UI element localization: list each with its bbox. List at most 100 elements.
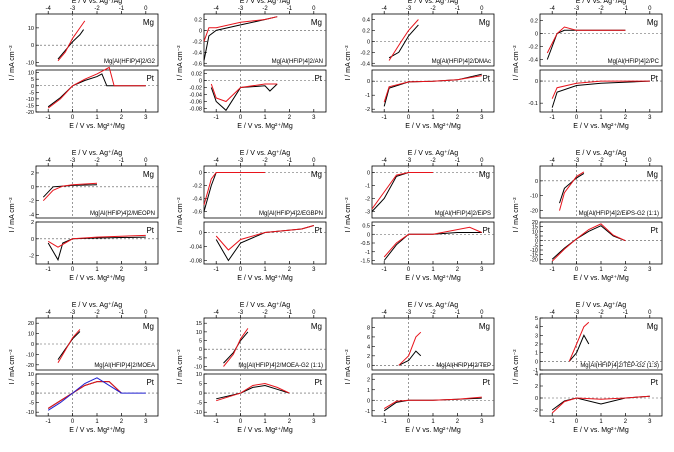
y-tick-label: 2 — [31, 220, 34, 226]
mg-electrode-label: Mg — [479, 322, 490, 331]
y-tick-label: -0.04 — [189, 245, 202, 251]
mg-electrode-label: Mg — [647, 322, 658, 331]
y-tick-label: -20 — [530, 209, 538, 215]
series-line-2nd — [47, 66, 146, 109]
top-tick-label: -1 — [287, 6, 293, 12]
top-tick-label: 0 — [144, 310, 148, 316]
top-tick-label: -3 — [70, 158, 76, 164]
top-tick-label: -3 — [406, 6, 412, 12]
top-axis-label: E / V vs. Ag⁺/Ag — [576, 150, 626, 157]
top-axis-label: E / V vs. Ag⁺/Ag — [72, 0, 122, 5]
series-line-2nd — [57, 329, 81, 363]
bottom-tick-label: 3 — [144, 267, 148, 273]
y-tick-label: -1 — [533, 368, 538, 374]
mg-electrode-label: Mg — [143, 170, 154, 179]
y-tick-label: -10 — [26, 410, 34, 416]
pt-electrode-label: Pt — [314, 378, 322, 387]
top-tick-label: -2 — [94, 310, 100, 316]
top-tick-label: -1 — [623, 310, 629, 316]
top-tick-label: 0 — [480, 310, 484, 316]
top-axis-label: E / V vs. Ag⁺/Ag — [408, 150, 458, 157]
bottom-tick-label: 0 — [407, 115, 411, 121]
top-tick-label: -4 — [382, 158, 388, 164]
mg-electrode-label: Mg — [143, 322, 154, 331]
y-tick-label: 0 — [31, 237, 34, 243]
y-tick-label: -20 — [26, 363, 34, 369]
y-tick-label: 0 — [31, 84, 34, 90]
y-tick-label: -5 — [29, 90, 34, 96]
top-tick-label: -1 — [623, 6, 629, 12]
series-line-2nd — [559, 171, 585, 211]
y-tick-label: -20 — [530, 257, 538, 263]
top-tick-label: 0 — [312, 158, 316, 164]
y-tick-label: 4 — [535, 325, 538, 331]
electrolyte-title: Mg[Al(HFIP)4]2/EiPS-G2 (1:1) — [579, 211, 659, 217]
bottom-tick-label: 0 — [575, 419, 579, 425]
top-tick-label: -3 — [70, 310, 76, 316]
series-line-2nd — [551, 223, 626, 262]
top-tick-label: -3 — [238, 158, 244, 164]
bottom-axis-label: E / V vs. Mg²⁺/Mg — [573, 123, 629, 130]
top-tick-label: -2 — [430, 310, 436, 316]
y-tick-label: -0.6 — [193, 210, 202, 216]
pt-electrode-label: Pt — [482, 378, 490, 387]
bottom-tick-label: 3 — [480, 115, 484, 121]
y-axis-label: I / mA cm⁻² — [9, 197, 16, 233]
y-tick-label: 2 — [31, 171, 34, 177]
pt-electrode-label: Pt — [482, 74, 490, 83]
y-tick-label: 10 — [28, 26, 34, 32]
mg-electrode-label: Mg — [479, 18, 490, 27]
y-tick-label: 10 — [28, 71, 34, 77]
top-tick-label: -2 — [94, 158, 100, 164]
y-tick-label: 10 — [28, 372, 34, 378]
mg-frame — [35, 13, 159, 67]
y-axis-label: I / mA cm⁻² — [345, 197, 352, 233]
top-tick-label: -1 — [287, 158, 293, 164]
bottom-axis-label: E / V vs. Mg²⁺/Mg — [237, 275, 293, 282]
mg-frame — [371, 165, 495, 219]
bottom-axis-label: E / V vs. Mg²⁺/Mg — [573, 427, 629, 434]
bottom-tick-label: 2 — [120, 115, 124, 121]
y-tick-label: 0 — [367, 171, 370, 177]
y-tick-label: 10 — [28, 332, 34, 338]
bottom-tick-label: 0 — [71, 419, 75, 425]
bottom-tick-label: 0 — [71, 267, 75, 273]
pt-electrode-label: Pt — [650, 378, 658, 387]
electrolyte-title: Mg[Al(HFIP)4]2/TEP — [436, 363, 491, 369]
y-tick-label: -0.2 — [361, 50, 370, 56]
y-tick-label: -1.5 — [361, 259, 370, 265]
mg-frame — [203, 165, 327, 219]
bottom-tick-label: 2 — [624, 115, 628, 121]
bottom-axis-label: E / V vs. Mg²⁺/Mg — [237, 123, 293, 130]
y-tick-label: 0 — [535, 79, 538, 85]
series-line-2nd — [568, 321, 590, 362]
electrolyte-title: Mg[Al(HFIP)4]2/MOEA-G2 (1:1) — [238, 363, 323, 369]
bottom-tick-label: 1 — [95, 115, 99, 121]
bottom-tick-label: -1 — [550, 419, 556, 425]
series-line-2nd — [203, 16, 278, 42]
mg-electrode-label: Mg — [479, 170, 490, 179]
top-tick-label: -2 — [598, 158, 604, 164]
y-tick-label: 5 — [535, 316, 538, 322]
mg-frame — [371, 317, 495, 371]
y-tick-label: -1 — [365, 184, 370, 190]
bottom-tick-label: 3 — [312, 419, 316, 425]
bottom-tick-label: 1 — [431, 267, 435, 273]
cv-panel: -4 -3 -2 -1 0 E / V vs. Ag⁺/Ag I / mA cm⁻² -0.6… — [177, 150, 327, 282]
y-tick-label: -1 — [365, 93, 370, 99]
y-tick-label: -10 — [194, 365, 202, 371]
bottom-tick-label: 3 — [480, 419, 484, 425]
mg-frame — [371, 13, 495, 67]
bottom-tick-label: -1 — [550, 267, 556, 273]
y-tick-label: -5 — [29, 401, 34, 407]
y-tick-label: 0 — [535, 239, 538, 245]
bottom-tick-label: 2 — [456, 419, 460, 425]
y-tick-label: 0 — [367, 398, 370, 404]
top-tick-label: -4 — [382, 6, 388, 12]
bottom-tick-label: 2 — [288, 115, 292, 121]
series-line-2nd — [383, 75, 482, 103]
y-tick-label: 5 — [31, 77, 34, 83]
y-axis-label: I / mA cm⁻² — [345, 45, 352, 81]
top-axis-label: E / V vs. Ag⁺/Ag — [72, 150, 122, 157]
y-tick-label: -2 — [533, 408, 538, 414]
